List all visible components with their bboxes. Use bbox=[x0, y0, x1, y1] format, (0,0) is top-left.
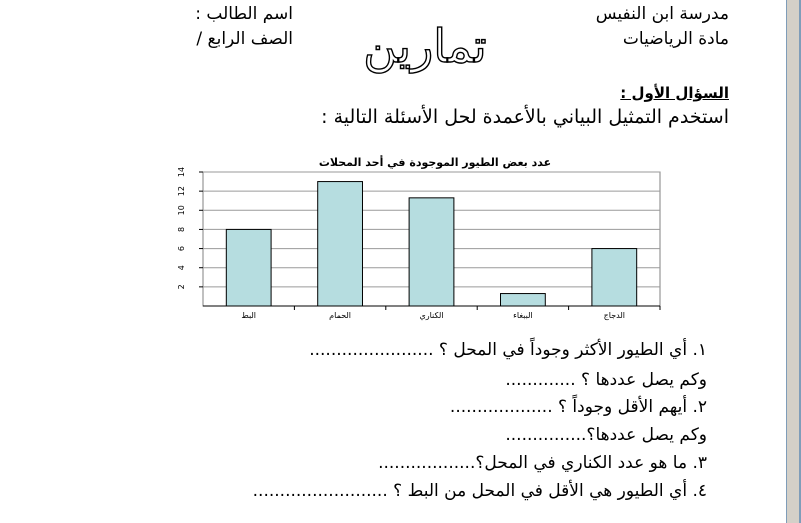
student-name-label: اسم الطالب : bbox=[195, 4, 293, 24]
chart-plot-area: 2 4 6 8 10 12 14 البط الحمام الكناري الببغاء الدجاج bbox=[177, 167, 661, 320]
y-tick-label: 2 bbox=[177, 284, 186, 289]
question-instruction: استخدم التمثيل البياني بالأعمدة لحل الأس… bbox=[321, 106, 729, 128]
bar-2 bbox=[317, 181, 363, 307]
x-category-label: البط bbox=[241, 311, 256, 320]
question-line-2: وكم يصل عددها ؟ ............. bbox=[505, 370, 707, 390]
x-category-label: الحمام bbox=[329, 311, 351, 320]
chart-title: عدد بعض الطيور الموجودة في أحد المحلات bbox=[319, 155, 551, 169]
question-line-6: ٤. أي الطيور هي الأقل في المحل من البط ؟… bbox=[252, 481, 707, 501]
question-line-4: وكم يصل عددها؟............... bbox=[505, 425, 707, 445]
y-tick-label: 10 bbox=[177, 205, 186, 215]
y-tick-label: 4 bbox=[177, 265, 186, 270]
bar-4 bbox=[500, 293, 546, 307]
window-scrollbar[interactable] bbox=[786, 0, 801, 523]
subject-name: مادة الرياضيات bbox=[622, 29, 729, 49]
grade-label: الصف الرابع / bbox=[196, 29, 293, 49]
x-category-label: الكناري bbox=[419, 311, 443, 320]
question-heading: السؤال الأول : bbox=[620, 84, 729, 102]
x-category-label: الدجاج bbox=[604, 311, 625, 320]
y-tick-label: 14 bbox=[177, 167, 186, 177]
x-category-label: الببغاء bbox=[513, 311, 533, 320]
school-name: مدرسة ابن النفيس bbox=[595, 4, 729, 24]
y-tick-label: 6 bbox=[177, 246, 186, 251]
bar-chart: عدد بعض الطيور الموجودة في أحد المحلات 2… bbox=[177, 155, 661, 320]
bar-1 bbox=[225, 228, 272, 307]
exercises-wordart-title: تمارين bbox=[363, 18, 488, 73]
bar-5 bbox=[591, 248, 638, 307]
y-tick-label: 12 bbox=[177, 186, 186, 196]
question-line-1: ١. أي الطيور الأكثر وجوداً في المحل ؟ ..… bbox=[309, 340, 707, 360]
question-line-3: ٢. أيهم الأقل وجوداً ؟ .................… bbox=[449, 397, 707, 417]
bar-3 bbox=[408, 197, 455, 307]
question-line-5: ٣. ما هو عدد الكناري في المحل؟..........… bbox=[378, 453, 707, 473]
y-tick-label: 8 bbox=[177, 227, 186, 232]
